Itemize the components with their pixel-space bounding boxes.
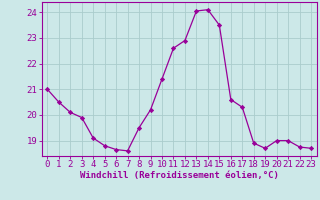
X-axis label: Windchill (Refroidissement éolien,°C): Windchill (Refroidissement éolien,°C) [80, 171, 279, 180]
